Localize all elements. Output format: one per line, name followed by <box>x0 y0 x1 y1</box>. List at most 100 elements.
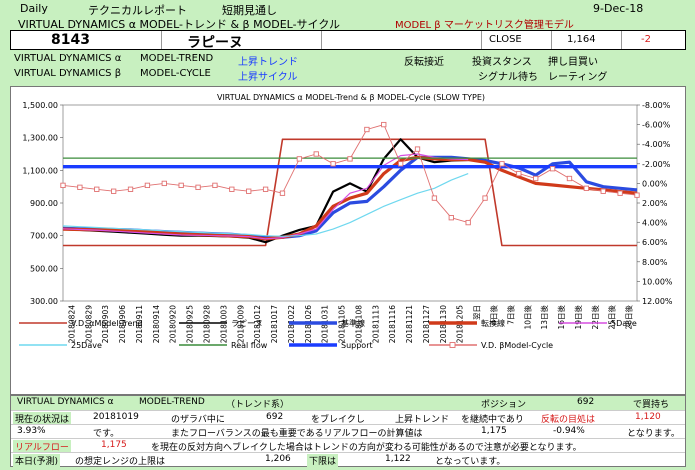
x-tick-label: 20180914 <box>152 305 161 343</box>
legend-label: ラピーヌ <box>231 319 263 328</box>
row5-end: となっています。 <box>435 457 506 467</box>
report-title: VIRTUAL DYNAMICS α MODEL-トレンド & β MODEL-… <box>18 18 340 31</box>
legend-label: 転換線 <box>481 318 505 328</box>
legend-label: 25Dave <box>71 341 102 350</box>
series-trend-line <box>63 138 637 247</box>
summary-row-3: 3.93% です。 またフローバランスの最も重要であるリアルフローの計算値は 1… <box>11 424 685 439</box>
series-cycle-point <box>566 175 573 182</box>
alpha-stage: 反転接近 <box>404 57 444 68</box>
row5-lower-label: 下限は <box>307 454 339 467</box>
trend-cycle-chart: VIRTUAL DYNAMICS α MODEL-Trend & β MODEL… <box>19 93 673 350</box>
close-value: 1,164 <box>567 34 596 45</box>
series-cycle-point <box>397 161 404 167</box>
x-tick-label: 22日後 <box>590 305 600 330</box>
y-tick-label: 1,500.00 <box>22 101 58 110</box>
y2-tick-label: -2.00% <box>642 160 671 169</box>
alpha-stance-label: 投資スタンス <box>472 57 532 68</box>
summary-row-2: 現在の状況は 20181019 のザラバ中に 692 をブレイクし 上昇トレンド… <box>11 410 685 425</box>
beta-stance: シグナル待ち <box>478 72 538 83</box>
series-cycle-point <box>212 182 218 189</box>
alpha-model-kind: MODEL-TREND <box>140 53 214 64</box>
alpha-signal: 上昇トレンド <box>238 57 298 68</box>
y2-tick-label: 10.00% <box>642 277 673 286</box>
y2-tick-label: -4.00% <box>642 140 671 149</box>
series-cycle-point <box>499 161 505 167</box>
series-cycle-point <box>549 166 556 172</box>
series-cycle-point <box>77 184 83 190</box>
row1-position-state: で買持ち <box>633 400 670 410</box>
x-tick-label: 20180911 <box>135 305 144 343</box>
row1-position-value: 692 <box>577 397 595 407</box>
series-cycle-point <box>634 192 640 198</box>
series-cycle-point <box>161 180 167 187</box>
series-cycle-point <box>195 184 201 190</box>
x-tick-label: 20181003 <box>219 305 228 343</box>
x-tick-label: 20180829 <box>84 305 93 343</box>
period-label: Daily <box>20 2 48 15</box>
x-tick-label: 13日後 <box>539 305 549 330</box>
row3-end: となります。 <box>627 429 680 439</box>
x-tick-label: 翌日 <box>473 305 482 320</box>
alpha-model-name: VIRTUAL DYNAMICS α <box>14 53 122 64</box>
row2-text: のザラバ中に <box>171 415 225 425</box>
x-tick-label: 19日後 <box>573 305 583 330</box>
series-cycle-point <box>448 215 454 221</box>
y2-tick-label: 6.00% <box>642 238 668 247</box>
y2-tick-label: 4.00% <box>642 219 668 228</box>
legend-label: Support <box>341 341 373 350</box>
x-tick-label: 20180920 <box>169 305 178 343</box>
outlook-label: 短期見通し <box>222 4 277 17</box>
series-cycle-point <box>533 175 539 182</box>
row1-type: （トレンド系） <box>226 400 290 410</box>
row4-value: 1,175 <box>101 440 127 450</box>
series-cycle-point <box>178 182 184 189</box>
y-tick-label: 1,100.00 <box>22 166 58 175</box>
x-tick-label: 4日後 <box>489 305 499 325</box>
x-tick-label: 16日後 <box>556 305 566 330</box>
series-cycle-point <box>583 185 590 191</box>
x-tick-label: 20181105 <box>338 305 347 343</box>
close-label: CLOSE <box>489 34 522 45</box>
y-tick-label: 900.00 <box>30 199 58 208</box>
series-cycle-point <box>414 146 421 152</box>
summary-row-5: 本日(予測) の想定レンジの上限は 1,206 下限は 1,122 となっていま… <box>11 452 685 467</box>
series-cycle-point <box>617 190 623 196</box>
row2-continue: を継続中であり <box>461 415 524 425</box>
x-tick-label: 20181012 <box>253 305 262 343</box>
row2-break-value: 692 <box>266 412 284 422</box>
beta-action: レーティング <box>548 72 608 83</box>
y2-tick-label: -6.00% <box>642 121 671 130</box>
series-cycle-point <box>246 188 252 194</box>
row3-desu: です。 <box>93 429 120 439</box>
series-cycle-point <box>279 190 286 196</box>
report-label: テクニカルレポート <box>88 4 187 17</box>
row3-diff: -0.94% <box>553 426 585 436</box>
row2-reversal-label: 反転の目処は <box>541 415 596 425</box>
summary-table: VIRTUAL DYNAMICS α MODEL-TREND （トレンド系） ポ… <box>10 395 686 467</box>
row5-upper-value: 1,206 <box>265 454 291 464</box>
x-tick-label: 20180906 <box>118 305 127 343</box>
series-cycle-point <box>313 151 319 157</box>
series-cycle-point <box>229 186 235 192</box>
row3-text: またフローバランスの最も重要であるリアルフローの計算値は <box>171 429 423 439</box>
series-cycle-point <box>110 188 117 194</box>
legend-label: 基準線 <box>341 318 365 328</box>
series-cycle-point <box>330 161 336 167</box>
y-tick-label: 300.00 <box>30 297 58 306</box>
row1-model: VIRTUAL DYNAMICS α <box>17 397 114 407</box>
x-tick-label: 20181017 <box>270 305 279 343</box>
x-tick-label: 20181116 <box>388 305 397 343</box>
row2-break-text: をブレイクし <box>311 415 365 425</box>
x-tick-label: 20180824 <box>67 305 76 343</box>
x-tick-label: 20180928 <box>203 305 212 343</box>
series-cycle-point <box>94 186 100 192</box>
chart-title: VIRTUAL DYNAMICS α MODEL-Trend & β MODEL… <box>217 93 485 102</box>
legend-label: Real flow <box>231 341 268 350</box>
row4-label: リアルフロー <box>13 440 71 453</box>
row2-label: 現在の状況は <box>13 412 72 425</box>
row1-kind: MODEL-TREND <box>139 397 205 407</box>
row5-lower-value: 1,122 <box>385 454 411 464</box>
y2-tick-label: 2.00% <box>642 199 668 208</box>
summary-row-4: リアルフロー 1,175 を現在の反対方向へブレイクした場合はトレンドの方向が変… <box>11 438 685 453</box>
